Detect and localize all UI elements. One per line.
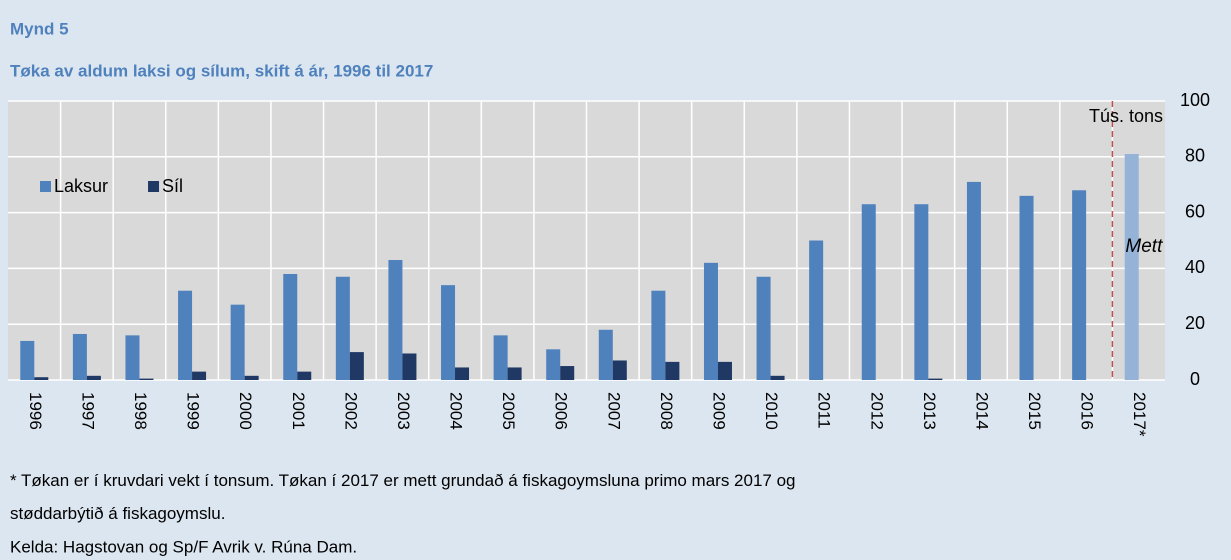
bar xyxy=(770,375,785,380)
bar xyxy=(335,276,350,380)
bar xyxy=(665,361,680,380)
bar xyxy=(1124,154,1139,380)
bar xyxy=(717,361,732,380)
bar xyxy=(349,352,364,380)
x-tick-label: 2010 xyxy=(762,392,781,430)
bar xyxy=(388,260,403,380)
x-tick-label: 2005 xyxy=(499,392,518,430)
x-tick-label: 2002 xyxy=(341,392,360,430)
x-tick-label: 2003 xyxy=(394,392,413,430)
bar xyxy=(244,375,259,380)
footnote: * Tøkan er í kruvdari vekt í tonsum. Tøk… xyxy=(10,471,796,523)
bar xyxy=(861,204,876,380)
bar xyxy=(72,333,87,380)
figure-label: Mynd 5 xyxy=(10,19,69,38)
chart-title: Tøka av aldum laksi og sílum, skift á ár… xyxy=(10,61,433,80)
bar xyxy=(283,273,298,380)
y-tick-label: 0 xyxy=(1190,369,1200,389)
x-tick-label: 2000 xyxy=(236,392,255,430)
bar xyxy=(928,378,943,380)
y-tick-label: 20 xyxy=(1185,313,1205,333)
bar xyxy=(230,304,245,380)
bar xyxy=(86,375,101,380)
y-tick-label: 80 xyxy=(1185,146,1205,166)
x-tick-label: 2016 xyxy=(1078,392,1097,430)
x-tick-label: 1999 xyxy=(184,392,203,430)
bar xyxy=(1019,195,1034,380)
bar xyxy=(651,290,666,380)
bar xyxy=(34,377,49,380)
x-tick-label: 2007 xyxy=(604,392,623,430)
y-tick-label: 100 xyxy=(1180,90,1210,110)
x-tick-label: 1996 xyxy=(26,392,45,430)
bar xyxy=(493,335,508,380)
x-tick-label: 2012 xyxy=(867,392,886,430)
bar xyxy=(125,335,140,380)
x-tick-label: 2014 xyxy=(972,392,991,430)
legend-label: Laksur xyxy=(54,176,108,196)
x-tick-label: 2017* xyxy=(1130,392,1149,437)
bar xyxy=(192,371,207,380)
bar xyxy=(560,366,575,380)
x-tick-label: 2013 xyxy=(920,392,939,430)
legend-swatch xyxy=(148,181,160,192)
bar xyxy=(703,262,718,380)
bar xyxy=(139,378,154,380)
x-tick-label: 2001 xyxy=(289,392,308,430)
bar xyxy=(455,367,470,380)
x-tick-label: 2015 xyxy=(1025,392,1044,430)
y-tick-label: 60 xyxy=(1185,201,1205,221)
bar xyxy=(297,371,312,380)
bar xyxy=(1072,190,1087,380)
x-tick-label: 2008 xyxy=(657,392,676,430)
x-tick-label: 2004 xyxy=(447,392,466,430)
bar xyxy=(402,353,417,380)
bar xyxy=(178,290,193,380)
y-axis-label: Tús. tons xyxy=(1089,106,1163,126)
x-tick-label: 2009 xyxy=(709,392,728,430)
bar xyxy=(546,349,561,380)
bar xyxy=(598,329,613,380)
x-tick-label: 2006 xyxy=(552,392,571,430)
legend-label: Síl xyxy=(162,176,183,196)
bar xyxy=(966,181,981,380)
bar xyxy=(20,340,35,380)
x-tick-label: 2011 xyxy=(815,392,834,429)
source: Kelda: Hagstovan og Sp/F Avrik v. Rúna D… xyxy=(10,537,357,556)
bar xyxy=(507,367,522,380)
bar xyxy=(809,240,824,380)
legend-swatch xyxy=(40,181,51,192)
bar xyxy=(612,360,627,380)
bar xyxy=(441,285,456,380)
y-tick-label: 40 xyxy=(1185,257,1205,277)
bar xyxy=(756,276,771,380)
annotation: Mett xyxy=(1125,236,1163,257)
bar xyxy=(914,204,929,380)
x-tick-label: 1997 xyxy=(78,392,97,430)
x-tick-label: 1998 xyxy=(131,392,150,430)
